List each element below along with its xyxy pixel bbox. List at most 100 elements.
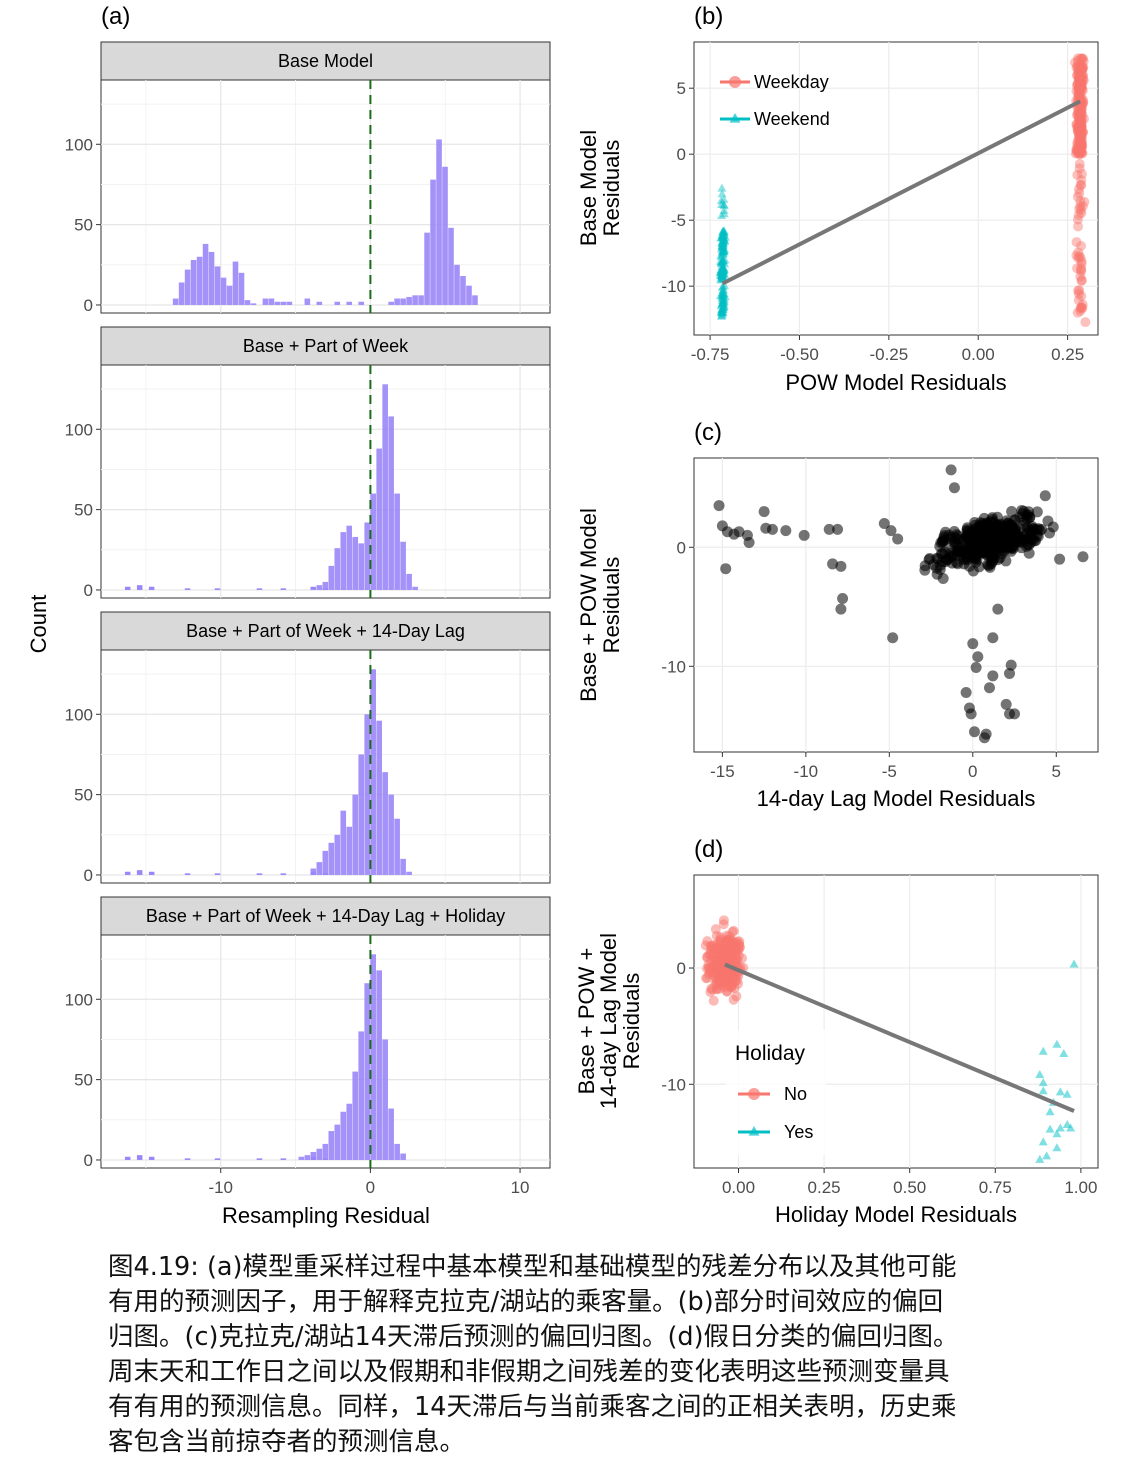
- weekend-point: [718, 302, 728, 311]
- weekend-point: [717, 287, 727, 296]
- weekday-point: [1074, 76, 1085, 87]
- legend-label-yes: Yes: [784, 1122, 813, 1142]
- histogram-bar: [460, 276, 466, 305]
- weekday-point: [1076, 103, 1087, 114]
- histogram-bar: [448, 227, 454, 305]
- weekend-point: [719, 233, 729, 242]
- weekday-point: [1077, 64, 1088, 75]
- histogram-bar: [340, 532, 347, 590]
- weekday-point: [1075, 70, 1086, 81]
- weekend-point: [720, 236, 730, 245]
- weekend-point: [719, 264, 729, 273]
- weekday-point: [1072, 263, 1083, 274]
- weekend-point: [719, 228, 729, 237]
- holiday-point: [1055, 1123, 1065, 1132]
- weekend-point: [720, 245, 730, 254]
- weekend-point: [717, 242, 727, 251]
- weekday-point: [1071, 144, 1082, 155]
- histogram-bar: [376, 720, 382, 875]
- weekend-point: [717, 257, 727, 266]
- weekday-point: [1071, 144, 1082, 155]
- x-tick-label: 0.00: [722, 1178, 755, 1197]
- weekend-point: [720, 292, 730, 301]
- weekday-point: [1076, 180, 1087, 191]
- weekday-point: [1070, 148, 1081, 159]
- weekend-point: [717, 304, 727, 313]
- outlier-point: [948, 482, 960, 494]
- weekend-point: [718, 307, 728, 316]
- weekend-point: [716, 259, 726, 268]
- histogram-bar: [226, 285, 233, 305]
- outlier-point: [823, 523, 835, 535]
- weekday-point: [1072, 61, 1083, 72]
- residual-point: [1002, 519, 1014, 531]
- weekday-point: [1074, 188, 1085, 199]
- weekday-point: [1076, 125, 1087, 136]
- histogram-bar: [382, 384, 388, 590]
- weekday-point: [1075, 302, 1086, 313]
- weekend-point: [719, 302, 729, 311]
- non-holiday-point: [708, 995, 719, 1006]
- y-axis-title: Residuals: [619, 973, 644, 1070]
- weekend-point: [718, 304, 728, 313]
- x-tick-label: 0.25: [808, 1178, 841, 1197]
- outlier-point: [987, 632, 999, 644]
- y-tick-label: 100: [65, 705, 93, 724]
- histogram-bar: [256, 588, 263, 590]
- weekday-point: [1076, 143, 1087, 154]
- histogram-bar: [388, 794, 394, 875]
- weekend-point: [718, 240, 728, 249]
- weekday-point: [1076, 81, 1087, 92]
- residual-point: [961, 554, 973, 566]
- weekday-point: [1073, 67, 1084, 78]
- weekend-point: [717, 309, 727, 318]
- fit-line: [721, 99, 1082, 286]
- histogram-bar: [394, 493, 400, 590]
- weekend-point: [718, 264, 728, 273]
- weekday-point: [1073, 104, 1084, 115]
- residual-point: [982, 558, 994, 570]
- facet-panel: [100, 649, 551, 884]
- histogram-bar: [370, 493, 376, 590]
- holiday-point: [1059, 1049, 1069, 1058]
- weekend-point: [717, 307, 727, 316]
- residual-point: [1021, 513, 1033, 525]
- histogram-bar: [262, 298, 269, 305]
- weekend-point: [717, 232, 727, 241]
- weekend-point: [717, 267, 727, 276]
- non-holiday-point: [711, 957, 722, 968]
- histogram-bar: [208, 251, 215, 305]
- weekday-point: [1076, 266, 1087, 277]
- weekend-point: [718, 232, 728, 241]
- facet-panel: [100, 364, 551, 599]
- weekend-point: [717, 266, 727, 275]
- histogram-bar: [334, 548, 341, 590]
- weekday-point: [1076, 115, 1087, 126]
- histogram-bar: [406, 296, 412, 305]
- weekday-point: [1075, 78, 1086, 89]
- weekend-point: [719, 247, 729, 256]
- weekday-point: [1074, 111, 1085, 122]
- weekday-point: [1073, 141, 1084, 152]
- holiday-point: [1038, 1046, 1048, 1055]
- histogram-bar: [364, 522, 370, 590]
- weekday-point: [1073, 105, 1084, 116]
- weekend-point: [718, 281, 728, 290]
- weekday-point: [1075, 271, 1086, 282]
- weekend-point: [720, 259, 730, 268]
- weekday-point: [1074, 108, 1085, 119]
- weekday-point: [1078, 56, 1089, 67]
- weekday-point: [1074, 88, 1085, 99]
- weekend-point: [718, 304, 728, 313]
- weekday-point: [1074, 285, 1085, 296]
- histogram-bar: [238, 272, 245, 305]
- weekday-point: [1077, 84, 1088, 95]
- histogram-bar: [400, 858, 406, 875]
- histogram-bar: [394, 818, 400, 875]
- weekend-point: [719, 238, 729, 247]
- y-tick-label: 0: [84, 581, 93, 600]
- outlier-point: [835, 560, 847, 572]
- holiday-point: [1045, 1107, 1055, 1116]
- weekend-point: [718, 298, 728, 307]
